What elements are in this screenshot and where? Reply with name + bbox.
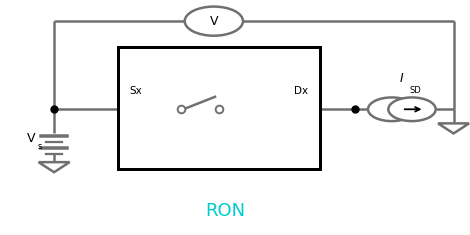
Text: Dx: Dx [294, 86, 308, 96]
Circle shape [185, 7, 243, 36]
Text: RON: RON [205, 203, 246, 220]
Bar [118, 47, 320, 169]
Circle shape [368, 98, 415, 121]
Text: SD: SD [410, 86, 422, 95]
Text: Sx: Sx [129, 86, 142, 96]
Text: V: V [27, 132, 35, 145]
Text: s: s [38, 142, 42, 151]
Circle shape [388, 98, 436, 121]
Text: V: V [210, 15, 218, 28]
Text: I: I [400, 71, 403, 85]
